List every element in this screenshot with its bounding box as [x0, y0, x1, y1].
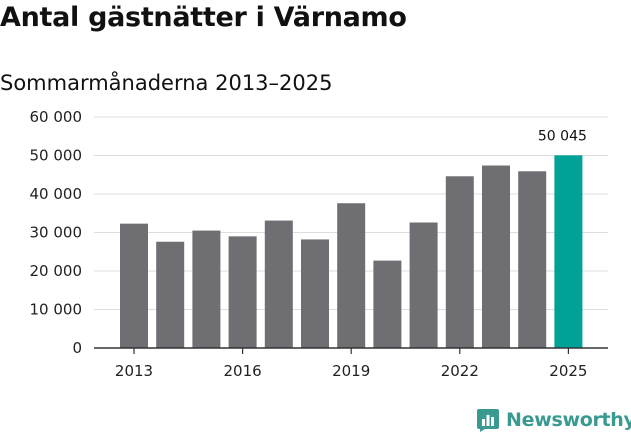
y-tick-label: 60 000	[30, 108, 83, 126]
y-tick-label: 50 000	[30, 147, 83, 165]
bar	[518, 171, 547, 348]
x-tick-label: 2013	[115, 362, 153, 380]
y-tick-label: 0	[72, 339, 82, 357]
y-tick-label: 10 000	[30, 301, 83, 319]
bar	[264, 220, 293, 348]
y-tick-label: 30 000	[30, 224, 83, 242]
y-axis-ticks: 0 10 000 20 000 30 000 40 000 50 000 60 000	[30, 108, 83, 357]
bar	[554, 155, 583, 348]
bar	[228, 236, 257, 348]
bar	[337, 203, 366, 348]
chart-subtitle: Sommarmånaderna 2013–2025	[0, 71, 333, 95]
bar	[301, 239, 329, 348]
bar	[373, 260, 402, 348]
chart-title: Antal gästnätter i Värnamo	[0, 2, 407, 33]
bar	[482, 165, 510, 348]
data-label: 50 045	[538, 128, 587, 144]
y-tick-label: 40 000	[30, 185, 83, 203]
newsworthy-logo-icon	[477, 409, 499, 432]
y-tick-label: 20 000	[30, 262, 83, 280]
bar	[409, 222, 438, 348]
bar	[120, 223, 148, 348]
bar	[192, 230, 221, 348]
x-tick-label: 2019	[332, 362, 370, 380]
data-labels: 50 045	[538, 128, 587, 144]
bar	[445, 176, 474, 348]
bar	[156, 241, 185, 348]
bars	[120, 155, 583, 348]
newsworthy-logo: Newsworthy	[476, 408, 631, 432]
brand-name: Newsworthy	[506, 409, 631, 431]
x-axis-ticks: 2013 2016 2019 2022 2025	[115, 348, 587, 380]
x-tick-label: 2022	[441, 362, 479, 380]
x-tick-label: 2025	[549, 362, 587, 380]
x-tick-label: 2016	[224, 362, 262, 380]
